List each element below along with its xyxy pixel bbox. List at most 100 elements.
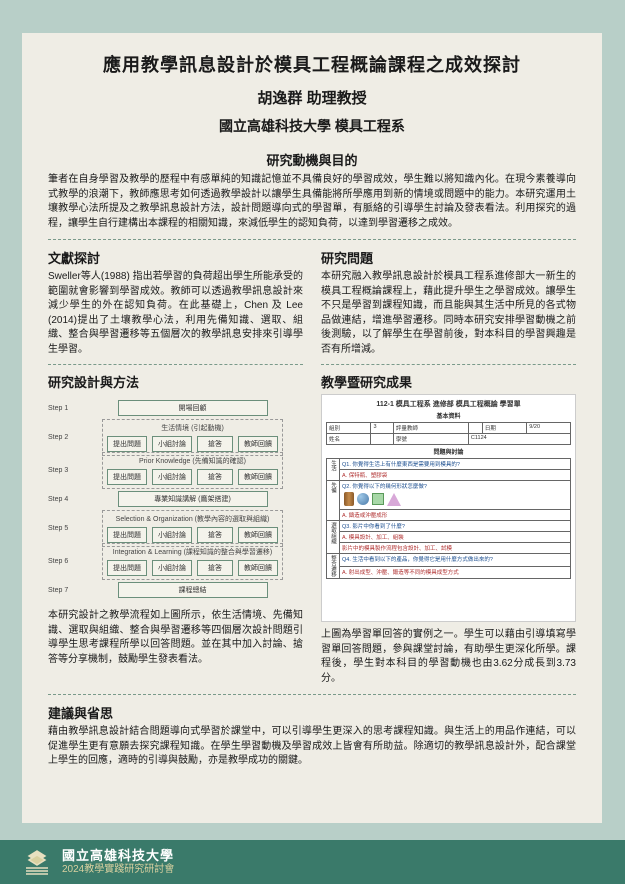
step-label: Step 1 <box>48 405 82 412</box>
flow-group: Selection & Organization (教學內容的選取與組織) 提出… <box>102 510 283 547</box>
flow-group: Prior Knowledge (先備知識的確認) 提出問題 小組討論 搶答 教… <box>102 452 283 489</box>
ws-cell: 評量教師 <box>393 423 468 434</box>
ws-q: Q1. 你覺得生活上有什麼東西是需要用到模具的? <box>340 459 571 470</box>
footer-university: 國立高雄科技大學 <box>62 848 174 864</box>
divider <box>48 364 303 365</box>
question-heading: 研究問題 <box>321 248 576 267</box>
flow-box: 教師回饋 <box>238 436 278 452</box>
flow-group-title: 生活情境 (引起動機) <box>161 423 224 433</box>
step-label: Step 5 <box>48 525 82 532</box>
affiliation: 國立高雄科技大學 模具工程系 <box>48 116 576 136</box>
ws-cell: C1124 <box>468 434 570 445</box>
footer: 國立高雄科技大學 2024教學實踐研究研討會 <box>0 840 625 884</box>
ws-cell: 9/20 <box>527 423 571 434</box>
ws-shapes <box>342 490 403 508</box>
ws-a: 影片中的模具製作流程包含設計、加工、試模 <box>340 543 571 554</box>
flow-group-title: Selection & Organization (教學內容的選取與組織) <box>116 514 270 524</box>
results-col: 教學暨研究成果 112-1 模具工程系 進修部 模具工程概論 學習單 基本資料 … <box>321 357 576 686</box>
ws-cell: 日期 <box>482 423 526 434</box>
ws-q: Q2. 你覺得以下的幾何形狀怎麼做? <box>340 481 571 510</box>
design-col: 研究設計與方法 Step 1 開場回顧 Step 2 生活情境 (引起動機) 提… <box>48 357 303 686</box>
flow-box: 課程總結 <box>118 582 268 598</box>
flowchart: Step 1 開場回顧 Step 2 生活情境 (引起動機) 提出問題 小組討論… <box>48 397 303 601</box>
ws-cell <box>371 434 393 445</box>
flow-box: 小組討論 <box>152 469 192 485</box>
flow-box: 搶答 <box>197 560 233 576</box>
flow-box: 專業知識講解 (鷹架搭建) <box>118 491 268 507</box>
suggestion-body: 藉由教學訊息設計結合問題導向式學習於課堂中，可以引導學生更深入的思考課程知識。與… <box>48 725 576 769</box>
ws-cell <box>468 423 482 434</box>
flow-box: 小組討論 <box>152 527 192 543</box>
worksheet-section: 問題與討論 <box>326 447 571 456</box>
worksheet-info-table: 組別 3 評量教師 日期 9/20 姓名 學號 C1124 <box>326 422 571 445</box>
flow-box: 提出問題 <box>107 527 147 543</box>
results-heading: 教學暨研究成果 <box>321 372 576 391</box>
flow-box: 搶答 <box>197 527 233 543</box>
flow-box: 小組討論 <box>152 560 192 576</box>
flow-group: Integration & Learning (課程知識的整合與學習遷移) 提出… <box>102 543 283 580</box>
literature-body: Sweller等人(1988) 指出若學習的負荷超出學生所能承受的範圍就會影響到… <box>48 270 303 357</box>
footer-text: 國立高雄科技大學 2024教學實踐研究研討會 <box>62 848 174 876</box>
ws-cell: 學號 <box>393 434 468 445</box>
divider <box>321 364 576 365</box>
literature-heading: 文獻探討 <box>48 248 303 267</box>
divider <box>48 239 576 240</box>
shape-cylinder-icon <box>344 492 354 506</box>
shape-cone-icon <box>387 493 401 506</box>
step-label: Step 4 <box>48 496 82 503</box>
poster-paper: 應用教學訊息設計於模具工程概論課程之成效探討 胡逸群 助理教授 國立高雄科技大學… <box>22 33 602 823</box>
flow-box: 搶答 <box>197 436 233 452</box>
divider <box>48 694 576 695</box>
step-label: Step 3 <box>48 467 82 474</box>
flow-box: 提出問題 <box>107 436 147 452</box>
worksheet-header: 112-1 模具工程系 進修部 模具工程概論 學習單 <box>326 399 571 409</box>
design-heading: 研究設計與方法 <box>48 372 303 391</box>
ws-cell: 組別 <box>327 423 371 434</box>
worksheet-figure: 112-1 模具工程系 進修部 模具工程概論 學習單 基本資料 組別 3 評量教… <box>321 394 576 622</box>
results-body: 上圖為學習單回答的實例之一。學生可以藉由引導填寫學習單回答問題，參與課堂討論，有… <box>321 628 576 686</box>
suggestion-heading: 建議與省思 <box>48 703 576 722</box>
motivation-heading: 研究動機與目的 <box>48 150 576 169</box>
flow-box: 小組討論 <box>152 436 192 452</box>
footer-conference: 2024教學實踐研究研討會 <box>62 864 174 876</box>
question-body: 本研究融入教學訊息設計於模具工程系進修部大一新生的模具工程概論課程上，藉此提升學… <box>321 270 576 357</box>
flow-box: 提出問題 <box>107 469 147 485</box>
flow-group: 生活情境 (引起動機) 提出問題 小組討論 搶答 教師回饋 <box>102 419 283 456</box>
row-1: 文獻探討 Sweller等人(1988) 指出若學習的負荷超出學生所能承受的範圍… <box>48 248 576 357</box>
footer-logo-icon <box>22 848 52 876</box>
shape-sphere-icon <box>357 493 369 505</box>
design-body: 本研究設計之教學流程如上圖所示，依生活情境、先備知識、選取與組織、整合與學習遷移… <box>48 609 303 667</box>
ws-a: A. 射出成型、沖壓、鍛造等不同的模具成型方式 <box>340 566 571 579</box>
ws-side: 整合遷移 <box>327 554 340 579</box>
ws-a: A. 保特瓶、塑膠袋 <box>340 470 571 481</box>
flow-box: 開場回顧 <box>118 400 268 416</box>
flow-box: 教師回饋 <box>238 469 278 485</box>
ws-side: 選取組織 <box>327 521 340 554</box>
literature-col: 文獻探討 Sweller等人(1988) 指出若學習的負荷超出學生所能承受的範圍… <box>48 248 303 357</box>
step-label: Step 6 <box>48 558 82 565</box>
ws-side: 生活 <box>327 459 340 481</box>
ws-cell: 3 <box>371 423 393 434</box>
author: 胡逸群 助理教授 <box>48 87 576 108</box>
ws-a: A. 模具設計、加工、組裝 <box>340 532 571 543</box>
ws-side: 先備 <box>327 481 340 521</box>
step-label: Step 7 <box>48 587 82 594</box>
flow-box: 提出問題 <box>107 560 147 576</box>
worksheet-section: 基本資料 <box>326 411 571 420</box>
shape-cube-icon <box>372 493 384 505</box>
row-2: 研究設計與方法 Step 1 開場回顧 Step 2 生活情境 (引起動機) 提… <box>48 357 576 686</box>
motivation-body: 筆者在自身學習及教學的歷程中有感單純的知識記憶並不具備良好的學習成效，學生難以將… <box>48 173 576 231</box>
flow-box: 搶答 <box>197 469 233 485</box>
flow-group-title: Integration & Learning (課程知識的整合與學習遷移) <box>113 547 273 557</box>
flow-group-title: Prior Knowledge (先備知識的確認) <box>139 456 246 466</box>
ws-q: Q3. 影片中你看到了什麼? <box>340 521 571 532</box>
ws-q: Q4. 生活中看到以下的產品，你覺得它是用什麼方式做出來的? <box>340 554 571 567</box>
ws-cell: 姓名 <box>327 434 371 445</box>
worksheet-qa-table: 生活 Q1. 你覺得生活上有什麼東西是需要用到模具的? A. 保特瓶、塑膠袋 先… <box>326 458 571 579</box>
ws-a: A. 鑄造或沖壓成形 <box>340 510 571 521</box>
step-label: Step 2 <box>48 434 82 441</box>
flow-box: 教師回饋 <box>238 560 278 576</box>
flow-box: 教師回饋 <box>238 527 278 543</box>
question-col: 研究問題 本研究融入教學訊息設計於模具工程系進修部大一新生的模具工程概論課程上，… <box>321 248 576 357</box>
poster-title: 應用教學訊息設計於模具工程概論課程之成效探討 <box>48 51 576 77</box>
